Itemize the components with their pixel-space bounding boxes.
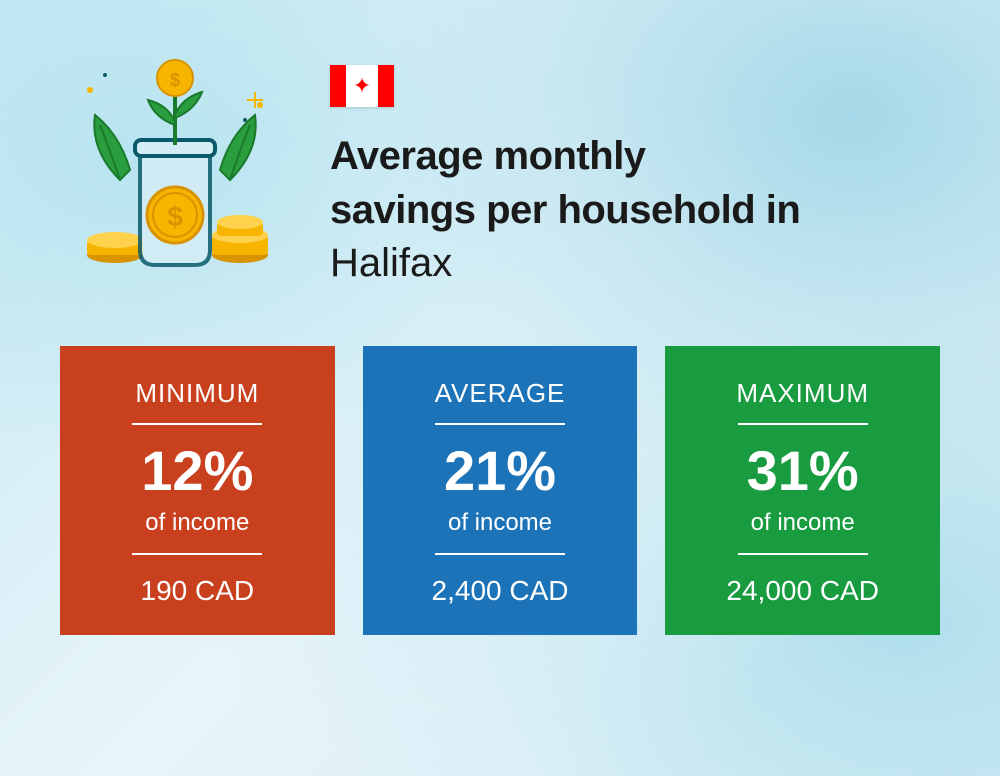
- savings-illustration: $ $: [60, 50, 290, 280]
- divider: [132, 423, 262, 425]
- card-amount: 24,000 CAD: [726, 575, 879, 607]
- title-city: Halifax: [330, 241, 800, 286]
- card-label: MINIMUM: [135, 378, 259, 409]
- card-sub: of income: [751, 509, 855, 537]
- svg-text:$: $: [167, 201, 183, 232]
- divider: [132, 553, 262, 555]
- card-amount: 190 CAD: [141, 575, 255, 607]
- card-sub: of income: [145, 509, 249, 537]
- svg-text:$: $: [170, 70, 180, 90]
- title-line-1: Average monthly: [330, 129, 800, 183]
- divider: [738, 553, 868, 555]
- stat-cards: MINIMUM 12% of income 190 CAD AVERAGE 21…: [0, 316, 1000, 635]
- divider: [435, 423, 565, 425]
- card-label: MAXIMUM: [736, 378, 869, 409]
- title-block: ✦ Average monthly savings per household …: [330, 50, 800, 286]
- canada-flag-icon: ✦: [330, 65, 394, 107]
- card-maximum: MAXIMUM 31% of income 24,000 CAD: [665, 346, 940, 635]
- card-label: AVERAGE: [435, 378, 566, 409]
- title-line-2: savings per household in: [330, 183, 800, 237]
- card-percent: 31%: [747, 443, 859, 499]
- card-percent: 21%: [444, 443, 556, 499]
- card-amount: 2,400 CAD: [432, 575, 569, 607]
- card-percent: 12%: [141, 443, 253, 499]
- header: $ $ ✦ Average monthly savings per househ…: [0, 0, 1000, 316]
- divider: [435, 553, 565, 555]
- card-average: AVERAGE 21% of income 2,400 CAD: [363, 346, 638, 635]
- card-sub: of income: [448, 509, 552, 537]
- divider: [738, 423, 868, 425]
- card-minimum: MINIMUM 12% of income 190 CAD: [60, 346, 335, 635]
